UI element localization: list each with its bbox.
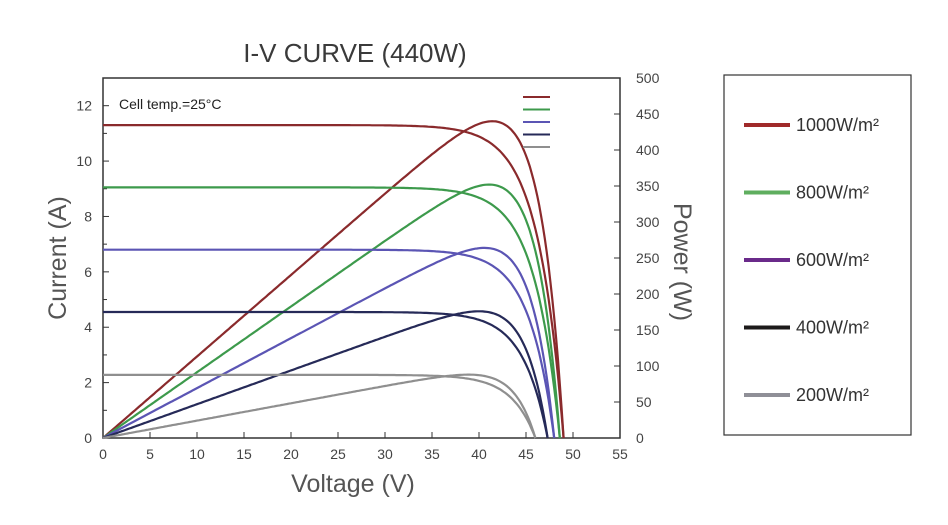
y-axis-ticks: 0 2 4 6 8 10 12 [76, 77, 109, 446]
pv-curve-600 [102, 246, 556, 439]
inner-legend [523, 96, 550, 148]
x-tick-label: 30 [377, 446, 393, 462]
x-tick-label: 50 [565, 446, 581, 462]
y-tick-label: 8 [84, 208, 92, 224]
pv-curve-1000 [102, 120, 565, 439]
legend-label: 200W/m² [796, 385, 869, 405]
y2-tick-label: 0 [636, 430, 644, 446]
y2-tick-label: 300 [636, 214, 660, 230]
y-tick-label: 0 [84, 430, 92, 446]
cell-temp-annotation: Cell temp.=25°C [119, 96, 221, 112]
y2-tick-label: 350 [636, 178, 660, 194]
chart-title: I-V CURVE (440W) [243, 38, 466, 68]
x-tick-label: 45 [518, 446, 534, 462]
legend-label: 1000W/m² [796, 115, 879, 135]
legend-label: 800W/m² [796, 183, 869, 203]
y2-tick-label: 450 [636, 106, 660, 122]
x-tick-label: 40 [471, 446, 487, 462]
iv-curve-1000 [103, 123, 565, 439]
x-axis-label: Voltage (V) [291, 470, 415, 498]
x-tick-label: 10 [189, 446, 205, 462]
legend-label: 600W/m² [796, 250, 869, 270]
x-tick-label: 25 [330, 446, 346, 462]
x-tick-label: 5 [146, 446, 154, 462]
iv-curve-600 [103, 248, 556, 439]
y-tick-label: 2 [84, 375, 92, 391]
y2-tick-label: 250 [636, 250, 660, 266]
x-tick-label: 0 [99, 446, 107, 462]
curves-group [102, 120, 565, 440]
x-tick-label: 55 [612, 446, 628, 462]
x-tick-label: 20 [283, 446, 299, 462]
y-tick-label: 12 [76, 98, 92, 114]
legend-frame [723, 74, 912, 436]
y2-axis-ticks: 0 50 100 150 200 250 300 350 400 450 500 [614, 70, 660, 446]
pv-curve-800 [102, 183, 561, 439]
pv-curve-200 [102, 373, 537, 440]
y2-axis-label: Power (W) [668, 203, 696, 321]
y-tick-label: 6 [84, 264, 92, 280]
iv-curve-800 [103, 186, 561, 439]
x-tick-label: 35 [424, 446, 440, 462]
legend-label: 400W/m² [796, 318, 869, 338]
pv-curve-400 [102, 310, 549, 440]
y2-tick-label: 100 [636, 358, 660, 374]
legend-items: 1000W/m² 800W/m² 600W/m² 400W/m² 200W/m² [744, 115, 879, 405]
x-tick-label: 15 [236, 446, 252, 462]
y2-tick-label: 200 [636, 286, 660, 302]
y-tick-label: 4 [84, 319, 92, 335]
y-axis-label: Current (A) [44, 196, 72, 320]
x-axis-ticks: 0 5 10 15 20 25 30 35 40 45 50 55 [99, 432, 628, 462]
plot-area: 0 5 10 15 20 25 30 35 40 45 50 55 0 2 4 6 8 10 12 0 50 100 1… [76, 70, 659, 462]
iv-curve-400 [103, 310, 549, 439]
y-tick-label: 10 [76, 153, 92, 169]
y2-tick-label: 50 [636, 394, 652, 410]
legend-box: 1000W/m² 800W/m² 600W/m² 400W/m² 200W/m² [723, 74, 912, 436]
y2-tick-label: 500 [636, 70, 660, 86]
y2-tick-label: 150 [636, 322, 660, 338]
iv-curve-200 [103, 373, 537, 439]
y2-tick-label: 400 [636, 142, 660, 158]
